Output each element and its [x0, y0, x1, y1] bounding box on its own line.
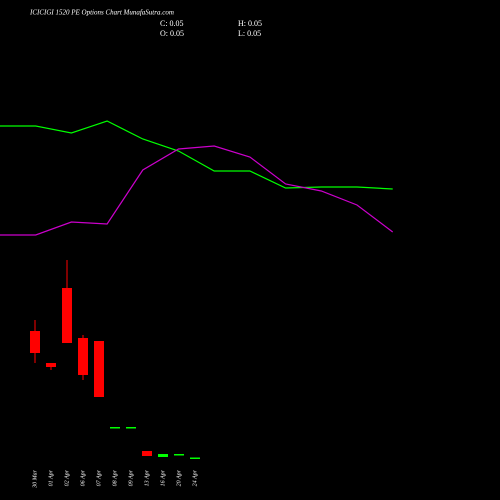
high-label: H: 0.05: [238, 19, 262, 28]
x-tick-label: 13 Apr: [144, 469, 150, 486]
candle-body: [142, 451, 152, 456]
candle-body: [190, 457, 200, 459]
candle-body: [110, 427, 120, 429]
x-tick-label: 06 Apr: [80, 469, 86, 486]
close-label: C: 0.05: [160, 19, 184, 28]
x-tick-label: 30 Mar: [32, 469, 38, 488]
candle-body: [30, 331, 40, 353]
candle-body: [158, 454, 168, 457]
ma-line: [0, 145, 394, 236]
candle-body: [78, 338, 88, 375]
candle-body: [126, 427, 136, 429]
x-tick-label: 01 Apr: [48, 469, 54, 486]
candle-body: [62, 288, 72, 343]
ma-line: [0, 120, 393, 190]
low-label: L: 0.05: [238, 29, 261, 38]
x-tick-label: 09 Apr: [128, 469, 134, 486]
candle-body: [174, 454, 184, 456]
candle-body: [46, 363, 56, 367]
x-tick-label: 20 Apr: [176, 469, 182, 486]
x-tick-label: 02 Apr: [64, 469, 70, 486]
x-tick-label: 16 Apr: [160, 469, 166, 486]
candle-body: [94, 341, 104, 397]
open-label: O: 0.05: [160, 29, 184, 38]
x-tick-label: 24 Apr: [191, 469, 198, 486]
x-tick-label: 08 Apr: [112, 469, 118, 486]
chart-title: ICICIGI 1520 PE Options Chart MunafaSutr…: [29, 9, 174, 17]
x-tick-label: 07 Apr: [96, 469, 102, 486]
